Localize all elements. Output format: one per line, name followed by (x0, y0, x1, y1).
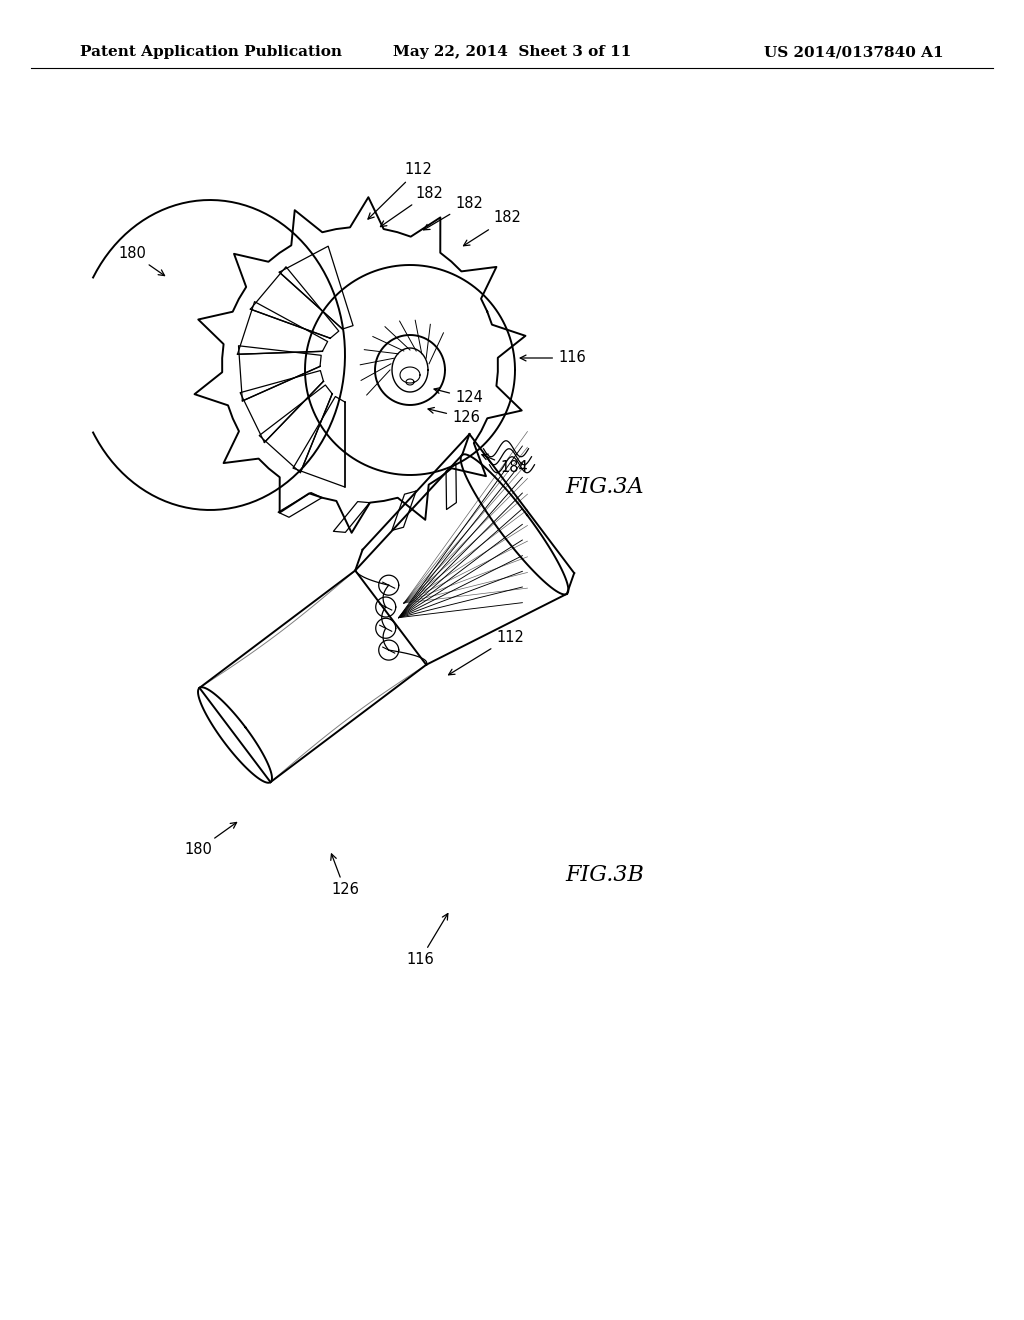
Text: 124: 124 (434, 388, 483, 405)
Text: 182: 182 (381, 186, 442, 227)
Text: May 22, 2014  Sheet 3 of 11: May 22, 2014 Sheet 3 of 11 (393, 45, 631, 59)
Text: Patent Application Publication: Patent Application Publication (80, 45, 342, 59)
Text: FIG.3A: FIG.3A (565, 477, 644, 498)
Text: 182: 182 (464, 210, 521, 246)
Text: 184: 184 (482, 454, 527, 475)
Text: 180: 180 (184, 822, 237, 858)
Text: 182: 182 (424, 195, 483, 230)
Text: FIG.3B: FIG.3B (565, 865, 644, 886)
Text: 126: 126 (428, 408, 480, 425)
Text: 126: 126 (331, 854, 359, 898)
Text: 180: 180 (118, 246, 165, 276)
Text: 116: 116 (407, 913, 447, 968)
Text: US 2014/0137840 A1: US 2014/0137840 A1 (764, 45, 944, 59)
Text: 112: 112 (449, 630, 524, 675)
Text: 112: 112 (368, 162, 432, 219)
Text: 116: 116 (520, 351, 586, 366)
